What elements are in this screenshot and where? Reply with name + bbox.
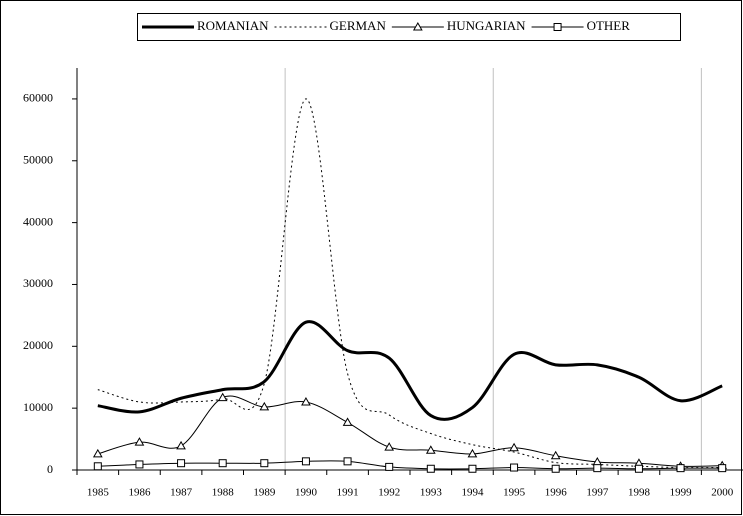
series-line: [97, 395, 723, 467]
legend-label: OTHER: [587, 18, 631, 33]
y-tick-label: 50000: [23, 153, 53, 167]
marker-square: [634, 464, 643, 473]
marker-square: [343, 457, 352, 466]
marker-square: [218, 459, 227, 468]
marker-square: [676, 464, 685, 473]
marker-triangle: [259, 401, 270, 411]
marker-triangle: [134, 437, 145, 446]
marker-triangle: [176, 440, 186, 450]
marker-square: [426, 464, 435, 473]
marker-triangle: [509, 442, 519, 452]
series-line: [97, 320, 723, 421]
x-tick-label: 1986: [128, 487, 151, 499]
marker-triangle: [217, 392, 228, 402]
marker-square: [468, 464, 477, 473]
marker-square: [718, 464, 727, 473]
x-tick-label: 1991: [337, 487, 359, 499]
marker-square: [510, 463, 519, 472]
marker-triangle: [550, 450, 561, 460]
y-tick-label: 0: [47, 462, 53, 476]
y-tick-label: 10000: [23, 400, 53, 414]
x-tick-label: 1988: [212, 487, 235, 499]
marker-square: [301, 457, 310, 466]
marker-square: [260, 459, 269, 468]
x-tick-label: 1999: [670, 487, 693, 499]
y-tick-label: 20000: [23, 338, 53, 352]
x-tick-label: 1994: [461, 487, 484, 499]
y-tick-label: 60000: [23, 91, 53, 105]
x-tick-label: 1998: [628, 487, 651, 499]
marker-triangle: [425, 445, 436, 454]
x-tick-label: 1992: [378, 487, 400, 499]
legend-label: HUNGARIAN: [447, 18, 526, 33]
legend: ROMANIAN GERMAN HUNGARIAN OTHER: [137, 13, 681, 41]
marker-square: [553, 23, 562, 31]
x-tick-label: 1995: [503, 487, 526, 499]
marker-square: [177, 459, 186, 468]
x-tick-label: 1996: [545, 487, 568, 499]
marker-square: [93, 462, 102, 471]
legend-label: GERMAN: [330, 18, 387, 33]
x-tick-label: 1997: [586, 487, 609, 499]
marker-triangle: [412, 21, 423, 31]
y-tick-label: 30000: [23, 276, 53, 290]
x-tick-label: 1989: [253, 487, 276, 499]
marker-triangle: [92, 448, 103, 458]
marker-square: [593, 464, 602, 473]
marker-square: [551, 464, 560, 473]
x-tick-label: 2000: [711, 487, 734, 499]
legend-label: ROMANIAN: [197, 18, 269, 33]
x-tick-label: 1985: [87, 487, 110, 499]
marker-triangle: [301, 396, 311, 406]
x-tick-label: 1987: [170, 487, 193, 499]
series-line: [97, 460, 723, 470]
x-tick-label: 1993: [420, 487, 443, 499]
marker-square: [385, 462, 394, 471]
x-tick-label: 1990: [295, 487, 318, 499]
marker-square: [135, 460, 144, 469]
marker-triangle: [384, 442, 395, 451]
y-tick-label: 40000: [23, 214, 53, 228]
marker-triangle: [467, 448, 478, 458]
marker-triangle: [342, 417, 353, 426]
